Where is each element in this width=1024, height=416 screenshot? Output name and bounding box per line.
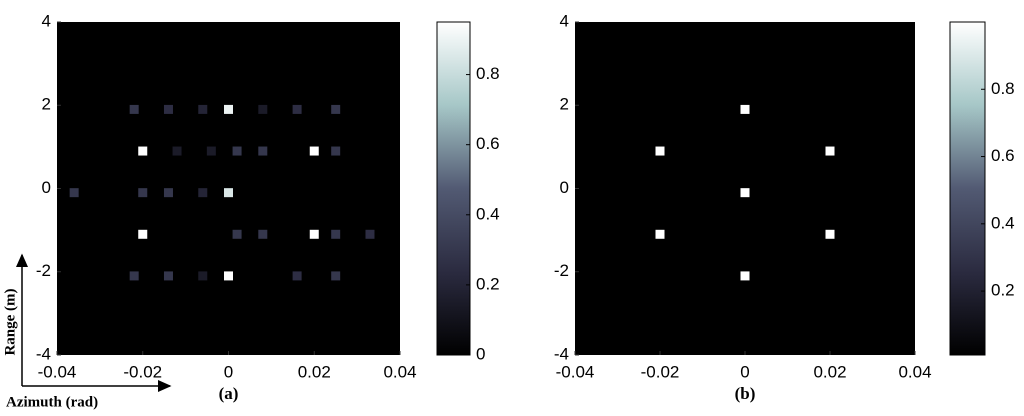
pixel	[232, 229, 242, 239]
pixel	[232, 146, 242, 156]
y-tick-label: -4	[554, 344, 569, 363]
pixel	[198, 104, 208, 114]
x-tick-label: 0.04	[383, 362, 416, 381]
pixel	[138, 188, 148, 198]
y-tick-label: 4	[42, 11, 51, 30]
x-tick-label: -0.02	[123, 362, 162, 381]
pixel	[129, 271, 139, 281]
pixel	[224, 104, 233, 114]
colorbar-tick-label: 0.8	[476, 64, 500, 83]
pixel	[825, 229, 835, 239]
colorbar-tick-label: 0.4	[991, 213, 1015, 232]
pixel	[740, 188, 750, 198]
colorbar-tick-label: 0.2	[991, 281, 1015, 300]
pixel	[163, 104, 173, 114]
colorbar-tick-label: 0.2	[476, 274, 500, 293]
colorbar	[949, 21, 986, 356]
y-tick-label: -2	[554, 261, 569, 280]
x-tick-label: 0	[224, 362, 233, 381]
colorbar-tick-label: 0.8	[991, 79, 1015, 98]
x-tick-label: 0	[740, 362, 749, 381]
y-tick-label: 2	[42, 95, 51, 114]
x-tick-label: 0.02	[298, 362, 331, 381]
pixel	[292, 104, 302, 114]
pixel	[198, 271, 208, 281]
y-tick-label: 0	[42, 178, 51, 197]
pixel	[172, 146, 182, 156]
pixel	[331, 104, 341, 114]
y-tick-label: 0	[560, 178, 569, 197]
x-tick-label: 0.04	[898, 362, 931, 381]
pixel	[825, 146, 835, 156]
x-tick-label: 0.02	[813, 362, 846, 381]
pixel	[258, 229, 268, 239]
pixel	[740, 271, 750, 281]
colorbar	[436, 21, 471, 356]
pixel	[69, 188, 79, 198]
pixel	[740, 104, 750, 114]
pixel	[224, 188, 233, 198]
pixel	[331, 229, 341, 239]
pixel	[258, 146, 268, 156]
panel-caption: (b)	[735, 384, 756, 403]
x-axis-label: Azimuth (rad)	[6, 394, 98, 410]
pixel	[138, 146, 148, 156]
colorbar-tick-label: 0	[476, 344, 485, 363]
pixel	[224, 271, 233, 281]
pixel	[331, 271, 341, 281]
pixel	[258, 104, 268, 114]
x-tick-label: -0.04	[556, 362, 595, 381]
x-tick-label: -0.04	[38, 362, 77, 381]
y-axis-label: Range (m)	[2, 288, 18, 355]
pixel	[292, 271, 302, 281]
x-tick-label: -0.02	[641, 362, 680, 381]
y-tick-label: 4	[560, 11, 569, 30]
y-tick-label: 2	[560, 95, 569, 114]
pixel	[655, 229, 665, 239]
pixel	[206, 146, 216, 156]
pixel	[655, 146, 665, 156]
panel-caption: (a)	[219, 384, 239, 403]
pixel	[365, 229, 375, 239]
pixel	[198, 188, 208, 198]
pixel	[331, 146, 341, 156]
y-tick-label: -4	[36, 344, 51, 363]
pixel	[129, 104, 139, 114]
colorbar-tick-label: 0.6	[991, 146, 1015, 165]
pixel	[138, 229, 148, 239]
pixel	[309, 146, 319, 156]
pixel	[309, 229, 319, 239]
pixel	[163, 188, 173, 198]
pixel	[163, 271, 173, 281]
colorbar-tick-label: 0.4	[476, 204, 500, 223]
colorbar-tick-label: 0.6	[476, 134, 500, 153]
y-tick-label: -2	[36, 261, 51, 280]
